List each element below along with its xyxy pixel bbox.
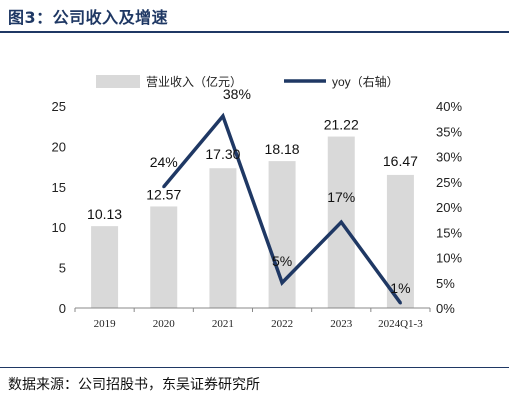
revenue-data-label: 12.57 [146, 186, 181, 202]
yoy-data-label: 17% [327, 189, 355, 205]
revenue-data-label: 10.13 [87, 206, 122, 222]
y-left-tick-label: 5 [59, 261, 66, 276]
revenue-bar [91, 226, 119, 308]
title-bar: 图3：公司收入及增速 [0, 0, 509, 34]
yoy-point [339, 220, 343, 224]
x-tick-label: 2021 [212, 318, 234, 330]
revenue-bar [209, 168, 237, 308]
revenue-data-label: 21.22 [324, 117, 359, 133]
revenue-data-label: 17.30 [205, 146, 240, 162]
source-divider [0, 367, 509, 368]
yoy-point [221, 114, 225, 118]
yoy-data-label: 1% [390, 280, 410, 296]
revenue-bar [268, 161, 296, 308]
legend-bar-label: 营业收入（亿元） [146, 74, 242, 89]
revenue-bar [386, 174, 414, 308]
yoy-point [162, 185, 166, 189]
y-right-tick-label: 0% [436, 301, 455, 316]
revenue-bar [150, 206, 178, 308]
y-right-tick-label: 35% [436, 124, 462, 139]
x-tick-label: 2020 [153, 318, 176, 330]
revenue-data-label: 18.18 [265, 141, 300, 157]
yoy-point [398, 301, 402, 305]
source-note: 数据来源：公司招股书，东吴证券研究所 [8, 377, 260, 393]
revenue-growth-chart: 营业收入（亿元） yoy（右轴） 0 5 10 15 20 25 0% 5% 10% 15% 20% 25… [52, 74, 463, 330]
yoy-data-label: 38% [223, 86, 251, 102]
x-tick-label: 2023 [330, 318, 353, 330]
title-divider [0, 31, 509, 33]
y-right-tick-label: 40% [436, 99, 462, 114]
y-right-tick-label: 20% [436, 200, 462, 215]
legend-bar-swatch [96, 75, 140, 88]
y-right-tick-label: 15% [436, 225, 462, 240]
x-tick-label: 2022 [271, 318, 293, 330]
yoy-point [280, 281, 284, 285]
yoy-data-label: 5% [272, 253, 292, 269]
chart-area: 营业收入（亿元） yoy（右轴） 0 5 10 15 20 25 0% 5% 10% 15% 20% 25… [0, 34, 509, 364]
x-tick-label: 2024Q1-3 [378, 318, 423, 330]
y-right-tick-label: 25% [436, 175, 462, 190]
y-left-tick-label: 0 [59, 301, 66, 316]
figure-title: 图3：公司收入及增速 [8, 8, 169, 27]
y-right-tick-label: 10% [436, 251, 462, 266]
y-left-tick-label: 15 [52, 180, 66, 195]
y-right-tick-label: 5% [436, 276, 455, 291]
revenue-data-label: 16.47 [383, 153, 418, 169]
yoy-data-label: 24% [150, 154, 178, 170]
y-right-tick-label: 30% [436, 150, 462, 165]
legend-line-label: yoy（右轴） [332, 74, 399, 89]
y-left-tick-label: 20 [52, 139, 66, 154]
x-tick-label: 2019 [94, 318, 117, 330]
y-left-tick-label: 10 [52, 220, 66, 235]
y-left-tick-label: 25 [52, 99, 66, 114]
